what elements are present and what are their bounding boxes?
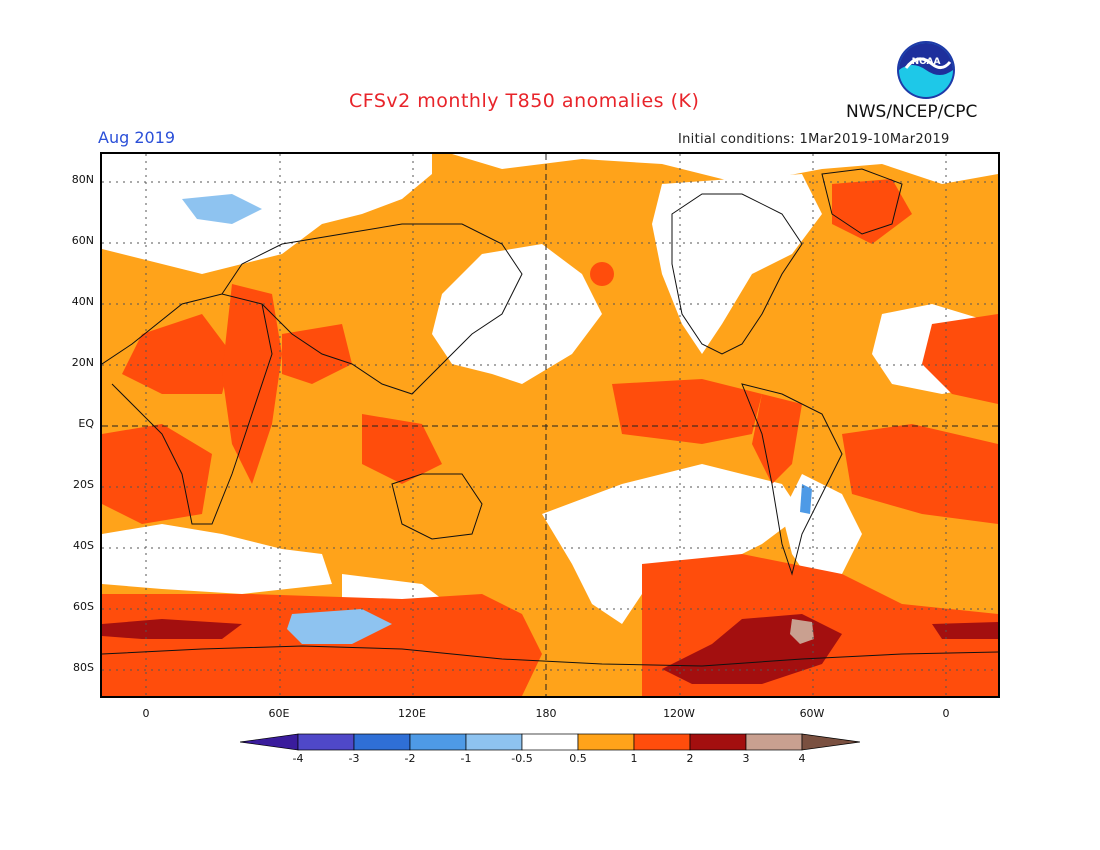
lon-label-120w: 120W	[663, 707, 695, 720]
lon-label-60e: 60E	[268, 707, 290, 720]
coast-eurasia	[221, 223, 523, 395]
colorbar-label-pos1: 1	[630, 752, 638, 765]
lat-label-20s: 20S	[73, 478, 94, 491]
warm-indonesia	[362, 414, 442, 484]
lat-label-80s: 80S	[73, 661, 94, 674]
hot-southern-ocean-west	[102, 619, 242, 639]
colorbar-label-neg2: -2	[404, 752, 416, 765]
coast-africa	[102, 293, 273, 525]
colorbar-label-pos3: 3	[742, 752, 750, 765]
lon-label-0-west: 0	[142, 707, 150, 720]
colorbar-bin-pos1	[633, 733, 691, 751]
colorbar-label-neg05: -0.5	[511, 752, 533, 765]
coast-antarctica	[102, 645, 998, 667]
coast-australia	[391, 473, 483, 540]
colorbar-bin-neg05	[465, 733, 523, 751]
logo-text: NOAA	[912, 57, 941, 67]
warm-north-atlantic-east	[922, 314, 998, 404]
colorbar-bin-neg3	[297, 733, 355, 751]
colorbar-label-neg4: -4	[292, 752, 304, 765]
cold-scandinavia	[182, 194, 262, 224]
warm-east-pacific	[612, 379, 762, 444]
colorbar	[239, 732, 861, 772]
map-title: CFSv2 monthly T850 anomalies (K)	[349, 90, 700, 112]
cold-regions	[182, 194, 812, 644]
lon-label-60w: 60W	[799, 707, 825, 720]
cold-east-antarctica	[287, 609, 392, 644]
lon-label-180: 180	[535, 707, 557, 720]
warm-southern-ocean	[102, 594, 542, 696]
initial-conditions: Initial conditions: 1Mar2019-10Mar2019	[678, 132, 950, 147]
anomaly-map	[100, 152, 1000, 698]
colorbar-bin-pos2	[689, 733, 747, 751]
colorbar-label-neg3: -3	[348, 752, 360, 765]
neutral-north-pacific	[432, 244, 602, 384]
warm-peru-coast	[752, 394, 802, 484]
lat-label-eq: EQ	[78, 417, 94, 430]
agency-label: NWS/NCEP/CPC	[846, 102, 978, 122]
neutral-eurasia-north	[102, 154, 432, 274]
hot-weddell-edge	[932, 622, 998, 639]
lat-label-40s: 40S	[73, 539, 94, 552]
colorbar-label-pos2: 2	[686, 752, 694, 765]
peak-anomaly-patch	[790, 619, 814, 644]
lat-label-40n: 40N	[71, 295, 94, 308]
colorbar-svg	[239, 733, 861, 751]
warm-africa-north	[122, 314, 232, 394]
warm-north-pacific-patch	[590, 262, 614, 286]
colorbar-arrow-low	[239, 733, 299, 751]
lat-label-80n: 80N	[71, 173, 94, 186]
lat-label-60s: 60S	[73, 600, 94, 613]
colorbar-label-neg1: -1	[460, 752, 472, 765]
coast-north-america	[671, 193, 803, 355]
lat-label-20n: 20N	[71, 356, 94, 369]
colorbar-label-pos05: 0.5	[569, 752, 587, 765]
neutral-arctic-strip	[452, 154, 998, 184]
warm-south-atlantic	[842, 424, 998, 524]
coastlines	[102, 168, 998, 667]
warm-south-atlantic-east	[102, 424, 212, 524]
colorbar-bin-neg1	[409, 733, 467, 751]
anomaly-map-svg	[102, 154, 998, 696]
coast-south-america	[741, 383, 843, 576]
neutral-south-pacific	[542, 464, 802, 624]
lat-lon-grid	[102, 154, 998, 696]
warm-east-africa	[222, 284, 282, 484]
colorbar-bin-pos3	[745, 733, 803, 751]
colorbar-bin-neutral	[521, 733, 579, 751]
colorbar-bin-pos05	[577, 733, 635, 751]
valid-month: Aug 2019	[98, 128, 176, 147]
neutral-north-america-west	[652, 174, 822, 354]
cold-argentina	[800, 484, 812, 514]
coast-greenland	[821, 168, 903, 235]
lat-label-60n: 60N	[71, 234, 94, 247]
neutral-south-indian	[102, 524, 332, 594]
colorbar-arrow-high	[801, 733, 861, 751]
lon-label-0-east: 0	[942, 707, 950, 720]
equator-dateline	[102, 154, 998, 696]
colorbar-label-pos4: 4	[798, 752, 806, 765]
noaa-logo: NOAA	[896, 40, 956, 100]
lon-label-120e: 120E	[398, 707, 426, 720]
colorbar-bin-neg2	[353, 733, 411, 751]
